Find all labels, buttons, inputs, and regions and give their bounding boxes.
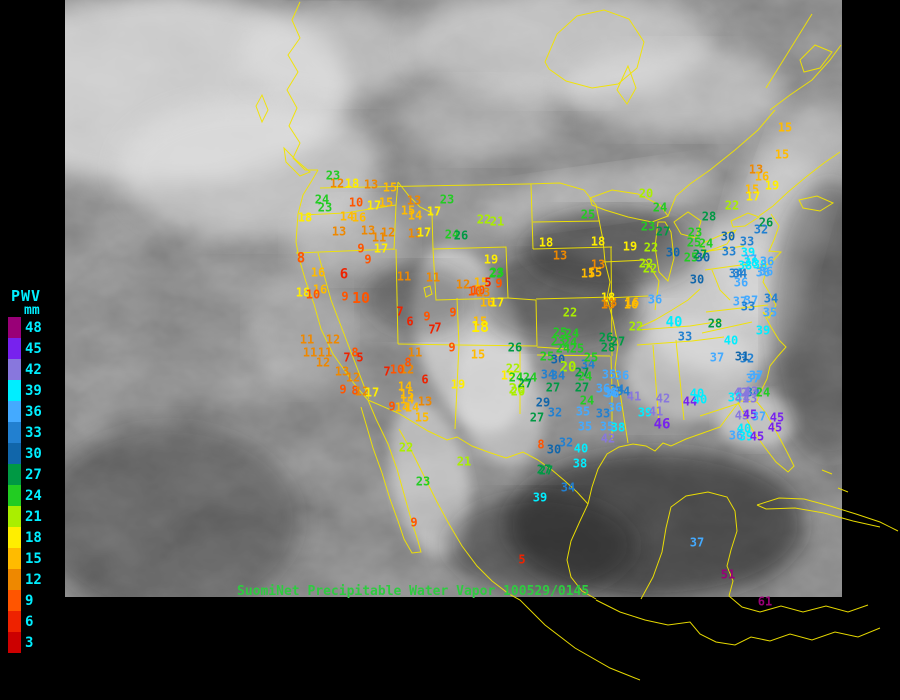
legend-color-swatch <box>8 359 21 380</box>
legend-color-swatch <box>8 422 21 443</box>
legend-row: 30 <box>8 443 68 464</box>
map-caption: SuomiNet Precipitable Water Vapor 100529… <box>237 584 589 599</box>
legend-value-label: 42 <box>25 361 42 378</box>
legend-value-label: 30 <box>25 445 42 462</box>
legend-color-swatch <box>8 506 21 527</box>
legend-value-label: 33 <box>25 424 42 441</box>
legend-row: 45 <box>8 338 68 359</box>
caption-timestamp: 100529/0145 <box>503 584 590 599</box>
map-boundaries <box>255 1 899 681</box>
legend-value-label: 12 <box>25 571 42 588</box>
legend-color-swatch <box>8 632 21 653</box>
legend-value-label: 15 <box>25 550 42 567</box>
legend-color-swatch <box>8 548 21 569</box>
legend-color-swatch <box>8 317 21 338</box>
legend-row: 9 <box>8 590 68 611</box>
legend-color-swatch <box>8 380 21 401</box>
legend-row: 24 <box>8 485 68 506</box>
legend-row: 39 <box>8 380 68 401</box>
legend-value-label: 18 <box>25 529 42 546</box>
legend-row: 36 <box>8 401 68 422</box>
legend-row: 48 <box>8 317 68 338</box>
legend-row: 12 <box>8 569 68 590</box>
legend-color-swatch <box>8 401 21 422</box>
legend-color-swatch <box>8 443 21 464</box>
legend-row: 6 <box>8 611 68 632</box>
legend-row: 33 <box>8 422 68 443</box>
legend-row: 21 <box>8 506 68 527</box>
legend-row: 3 <box>8 632 68 653</box>
legend-unit: mm <box>24 303 40 318</box>
legend-color-swatch <box>8 464 21 485</box>
pwv-legend: PWV mm 48 45 42 39 36 33 30 27 24 21 18 15 12 9 6 3 <box>8 289 68 653</box>
legend-color-swatch <box>8 590 21 611</box>
legend-color-swatch <box>8 338 21 359</box>
legend-color-swatch <box>8 569 21 590</box>
caption-text: SuomiNet Precipitable Water Vapor <box>237 584 504 599</box>
legend-value-label: 27 <box>25 466 42 483</box>
legend-value-label: 3 <box>25 634 34 651</box>
legend-color-swatch <box>8 527 21 548</box>
legend-title: PWV <box>11 287 42 305</box>
pwv-legend-rows: 48 45 42 39 36 33 30 27 24 21 18 15 12 9 6 3 <box>8 317 68 653</box>
legend-value-label: 39 <box>25 382 42 399</box>
legend-value-label: 6 <box>25 613 34 630</box>
legend-value-label: 45 <box>25 340 42 357</box>
legend-value-label: 36 <box>25 403 42 420</box>
water-vapor-imagery <box>65 0 842 597</box>
legend-color-swatch <box>8 485 21 506</box>
legend-row: 18 <box>8 527 68 548</box>
legend-row: 42 <box>8 359 68 380</box>
legend-color-swatch <box>8 611 21 632</box>
legend-value-label: 48 <box>25 319 42 336</box>
legend-value-label: 24 <box>25 487 42 504</box>
legend-row: 15 <box>8 548 68 569</box>
legend-value-label: 9 <box>25 592 34 609</box>
legend-value-label: 21 <box>25 508 42 525</box>
legend-row: 27 <box>8 464 68 485</box>
